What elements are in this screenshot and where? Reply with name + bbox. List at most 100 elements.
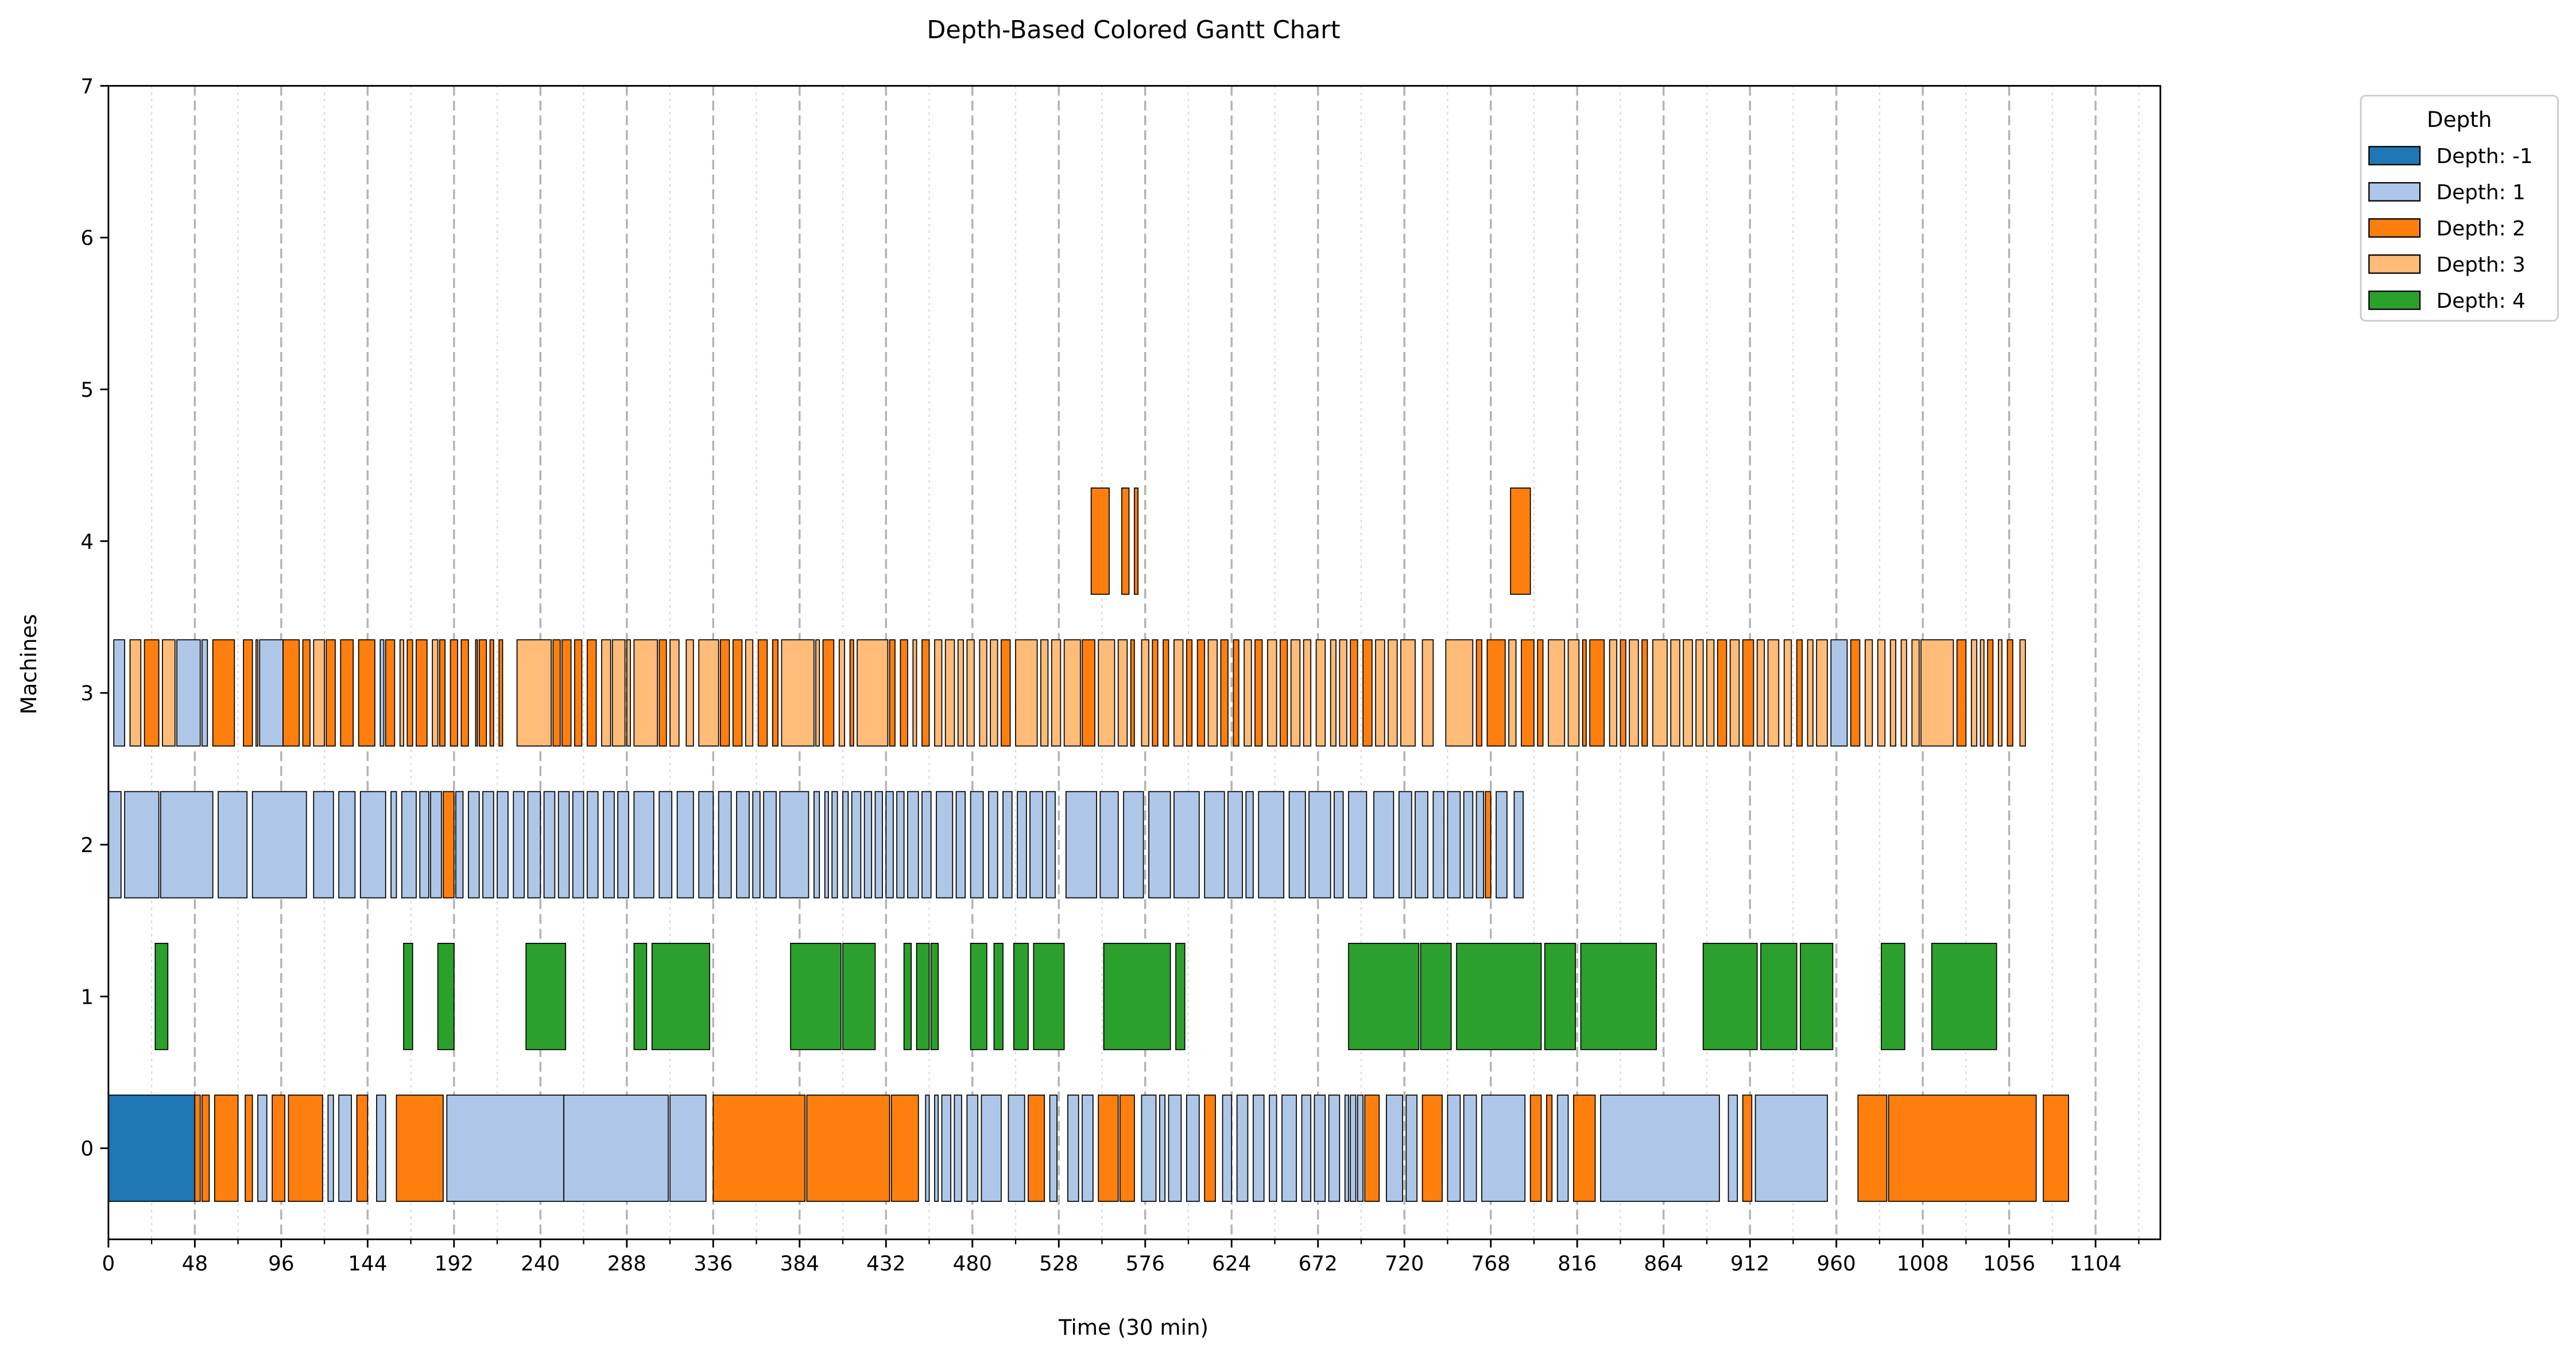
task-bar	[1303, 639, 1312, 747]
task-bar	[1544, 943, 1576, 1050]
task-bar	[1280, 639, 1288, 747]
task-bar	[212, 639, 235, 747]
task-bar	[356, 1094, 369, 1202]
task-bar	[669, 1094, 707, 1202]
task-bar	[1222, 1094, 1233, 1202]
task-bar	[1537, 639, 1544, 747]
task-bar	[154, 943, 169, 1050]
x-tick-label: 1008	[1897, 1252, 1949, 1276]
task-bar	[124, 791, 160, 899]
task-bar	[450, 639, 458, 747]
task-bar	[108, 1094, 196, 1202]
y-tick-label: 5	[80, 378, 94, 402]
task-bar	[1421, 1094, 1443, 1202]
task-bar	[1756, 639, 1765, 747]
task-bar	[1706, 639, 1715, 747]
task-bar	[1510, 488, 1531, 595]
task-bar	[718, 791, 732, 899]
task-bar	[586, 791, 599, 899]
task-bar	[1204, 791, 1225, 899]
task-bar	[970, 943, 987, 1050]
task-bar	[676, 791, 694, 899]
task-bar	[1008, 1094, 1025, 1202]
task-bar	[1339, 639, 1347, 747]
x-tick-label: 240	[521, 1252, 560, 1276]
task-bar	[1475, 639, 1482, 747]
task-bar	[1175, 943, 1186, 1050]
task-bar	[781, 639, 815, 747]
task-bar	[890, 1094, 919, 1202]
task-bar	[446, 1094, 564, 1202]
task-bar	[379, 639, 385, 747]
task-bar	[903, 943, 912, 1050]
task-bar	[1956, 639, 1967, 747]
task-bar	[779, 791, 809, 899]
y-tick-label: 6	[80, 227, 94, 250]
task-bar	[941, 1094, 952, 1202]
task-bar	[900, 639, 908, 747]
task-bar	[1695, 639, 1704, 747]
task-bar	[936, 791, 954, 899]
task-bar	[1481, 1094, 1526, 1202]
task-bar	[685, 639, 694, 747]
task-bar	[1308, 791, 1331, 899]
task-bar	[376, 1094, 386, 1202]
task-bar	[455, 791, 464, 899]
task-bar	[144, 639, 160, 747]
task-bar	[1877, 639, 1886, 747]
task-bar	[1889, 639, 1896, 747]
x-tick-label: 624	[1212, 1252, 1251, 1276]
task-bar	[129, 639, 142, 747]
task-bar	[1253, 1094, 1265, 1202]
task-bar	[651, 943, 710, 1050]
task-bar	[1447, 791, 1461, 899]
task-bar	[1742, 1094, 1753, 1202]
task-bar	[1888, 1094, 2037, 1202]
task-bar	[1288, 791, 1306, 899]
task-bar	[1573, 1094, 1596, 1202]
task-bar	[1388, 639, 1398, 747]
task-bar	[698, 791, 714, 899]
task-bar	[359, 791, 386, 899]
task-bar	[863, 791, 873, 899]
task-bar	[1186, 1094, 1200, 1202]
task-bar	[1415, 791, 1428, 899]
task-bar	[1911, 639, 1920, 747]
legend-label: Depth: 3	[2436, 253, 2525, 277]
task-bar	[1362, 639, 1373, 747]
task-bar	[1141, 1094, 1157, 1202]
task-bar	[944, 639, 955, 747]
task-bar	[698, 639, 719, 747]
task-bar	[916, 943, 930, 1050]
task-bar	[1281, 1094, 1297, 1202]
task-bar	[981, 1094, 1002, 1202]
task-bar	[1123, 791, 1144, 899]
task-bar	[1117, 639, 1128, 747]
task-bar	[525, 943, 567, 1050]
task-bar	[313, 791, 334, 899]
task-bar	[1920, 639, 1954, 747]
legend-items: Depth: -1 Depth: 1 Depth: 2 Depth: 3 Depth: …	[2368, 145, 2533, 313]
task-bar	[763, 791, 777, 899]
task-bar	[1220, 639, 1229, 747]
task-bar	[1082, 1094, 1094, 1202]
task-bar	[243, 639, 253, 747]
task-bar	[1742, 639, 1754, 747]
task-bar	[1148, 791, 1171, 899]
task-bar	[851, 791, 862, 899]
legend-swatch	[2368, 182, 2421, 202]
x-tick-label: 720	[1385, 1252, 1424, 1276]
task-bar	[1315, 639, 1326, 747]
task-bar	[1350, 639, 1358, 747]
task-bar	[257, 1094, 268, 1202]
task-bar	[617, 791, 629, 899]
task-bar	[1421, 639, 1434, 747]
task-bar	[658, 639, 667, 747]
task-bar	[214, 1094, 239, 1202]
task-bar	[419, 791, 429, 899]
task-bar	[2006, 639, 2013, 747]
x-tick-label: 912	[1730, 1252, 1769, 1276]
task-bar	[2043, 1094, 2069, 1202]
task-bar	[1556, 1094, 1569, 1202]
